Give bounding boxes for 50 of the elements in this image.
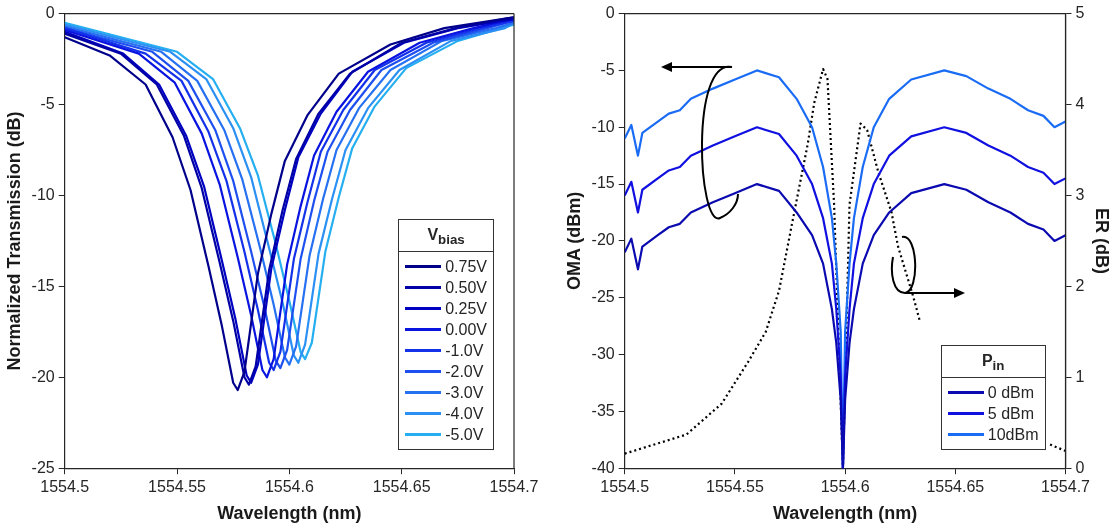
y2-tick-label: 5	[1075, 4, 1085, 22]
y2-tick-label: 4	[1075, 94, 1085, 112]
legend-title: P$_{in}$	[941, 346, 1045, 379]
x-tick-label: 1554.7	[1041, 478, 1091, 496]
y-tick-label: 0	[45, 4, 55, 22]
y-tick-label: -20	[591, 231, 615, 249]
y-axis-title: Normalized Transmission (dB)	[3, 111, 24, 371]
legend-label: 0 dBm	[987, 383, 1035, 402]
y-tick-label: -10	[31, 185, 55, 203]
x-tick-label: 1554.55	[706, 478, 764, 496]
legend-label: -2.0V	[445, 362, 484, 381]
x-tick-label: 1554.5	[40, 478, 90, 496]
y2-axis-title: ER (dB)	[1092, 207, 1113, 274]
legend-label: 0.00V	[445, 320, 487, 339]
x-tick-label: 1554.5	[600, 478, 650, 496]
legend-label: 0.25V	[445, 299, 487, 318]
x-tick-label: 1554.6	[264, 478, 314, 496]
y2-tick-label: 3	[1075, 185, 1085, 203]
x-axis-title: Wavelength (nm)	[772, 503, 918, 524]
legend-label: -4.0V	[445, 404, 484, 423]
legend-label: 0.75V	[445, 257, 487, 276]
y-tick-label: -15	[591, 174, 615, 192]
x-tick-label: 1554.55	[148, 478, 207, 496]
legend-label: -1.0V	[445, 341, 484, 360]
legend-label: -3.0V	[445, 383, 484, 402]
y2-tick-label: 2	[1075, 276, 1085, 294]
x-axis-title: Wavelength (nm)	[217, 503, 362, 524]
y-tick-label: -15	[31, 276, 55, 294]
y-tick-label: -5	[600, 60, 615, 78]
y-tick-label: -5	[40, 94, 55, 112]
y-tick-label: -40	[591, 458, 615, 476]
y2-tick-label: 0	[1075, 458, 1085, 476]
legend-label: 0.50V	[445, 278, 487, 297]
y-tick-label: -25	[31, 458, 55, 476]
x-tick-label: 1554.65	[926, 478, 985, 496]
x-tick-label: 1554.65	[372, 478, 431, 496]
y-tick-label: -35	[591, 401, 615, 419]
legend-label: -5.0V	[445, 425, 484, 444]
legend-label: 5 dBm	[987, 404, 1035, 423]
y-tick-label: 0	[605, 4, 615, 22]
y-tick-label: -30	[591, 344, 615, 362]
legend-title: V$_{bias}$	[399, 220, 493, 253]
legend-label: 10dBm	[987, 425, 1039, 444]
y-tick-label: -10	[591, 117, 615, 135]
y-tick-label: -25	[591, 288, 615, 306]
y-tick-label: -20	[31, 367, 55, 385]
x-tick-label: 1554.7	[489, 478, 539, 496]
y2-tick-label: 1	[1075, 367, 1085, 385]
x-tick-label: 1554.6	[820, 478, 870, 496]
y-axis-title: OMA (dBm)	[563, 191, 584, 291]
